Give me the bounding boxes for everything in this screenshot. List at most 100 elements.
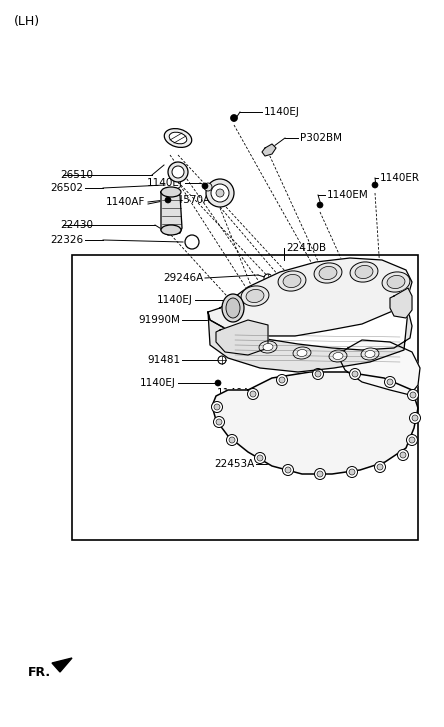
Text: 1140EM: 1140EM bbox=[327, 190, 369, 200]
Text: 39318: 39318 bbox=[235, 413, 268, 423]
Circle shape bbox=[264, 274, 272, 282]
Ellipse shape bbox=[297, 350, 307, 356]
Circle shape bbox=[250, 391, 256, 397]
Circle shape bbox=[216, 419, 222, 425]
Ellipse shape bbox=[222, 294, 244, 322]
Circle shape bbox=[407, 435, 417, 446]
Circle shape bbox=[202, 183, 208, 189]
Circle shape bbox=[387, 379, 393, 385]
Bar bbox=[72, 255, 418, 540]
Circle shape bbox=[408, 390, 419, 401]
Ellipse shape bbox=[361, 348, 379, 360]
Circle shape bbox=[317, 202, 323, 208]
Text: 1140EJ: 1140EJ bbox=[147, 178, 183, 188]
Text: 22430: 22430 bbox=[60, 220, 93, 230]
Ellipse shape bbox=[314, 263, 342, 283]
Text: (LH): (LH) bbox=[14, 15, 40, 28]
Ellipse shape bbox=[263, 343, 273, 350]
Circle shape bbox=[263, 392, 269, 398]
Ellipse shape bbox=[259, 341, 277, 353]
Polygon shape bbox=[390, 288, 412, 318]
Text: P302BM: P302BM bbox=[300, 133, 342, 143]
Ellipse shape bbox=[283, 275, 301, 288]
Text: 22453A: 22453A bbox=[214, 459, 254, 469]
Ellipse shape bbox=[365, 350, 375, 358]
Polygon shape bbox=[208, 258, 412, 336]
Polygon shape bbox=[212, 372, 418, 474]
Ellipse shape bbox=[161, 225, 181, 235]
Polygon shape bbox=[161, 192, 182, 235]
Circle shape bbox=[168, 162, 188, 182]
Text: 26510: 26510 bbox=[60, 170, 93, 180]
Ellipse shape bbox=[164, 129, 192, 148]
Circle shape bbox=[282, 465, 293, 475]
Circle shape bbox=[396, 296, 404, 304]
Circle shape bbox=[185, 235, 199, 249]
Text: 22326: 22326 bbox=[50, 235, 83, 245]
Circle shape bbox=[349, 469, 355, 475]
Ellipse shape bbox=[333, 353, 343, 360]
Text: 1140AF: 1140AF bbox=[106, 197, 145, 207]
Text: 1140ER: 1140ER bbox=[380, 173, 420, 183]
Circle shape bbox=[285, 467, 291, 473]
Circle shape bbox=[409, 412, 420, 424]
Text: 1140EJ: 1140EJ bbox=[157, 295, 193, 305]
Polygon shape bbox=[340, 340, 420, 395]
Ellipse shape bbox=[278, 271, 306, 291]
Polygon shape bbox=[52, 658, 72, 672]
Circle shape bbox=[206, 179, 234, 207]
Ellipse shape bbox=[355, 265, 373, 278]
Circle shape bbox=[172, 166, 184, 178]
Circle shape bbox=[372, 182, 378, 188]
Ellipse shape bbox=[161, 187, 181, 197]
Circle shape bbox=[279, 377, 285, 383]
Circle shape bbox=[229, 437, 235, 443]
Circle shape bbox=[314, 468, 325, 480]
Circle shape bbox=[214, 404, 220, 410]
Circle shape bbox=[216, 189, 224, 197]
Circle shape bbox=[352, 371, 358, 377]
Circle shape bbox=[410, 392, 416, 398]
Text: 24570A: 24570A bbox=[170, 195, 210, 205]
Text: 91990M: 91990M bbox=[138, 315, 180, 325]
Circle shape bbox=[218, 356, 226, 364]
Text: 1140EJ: 1140EJ bbox=[264, 107, 300, 117]
Circle shape bbox=[377, 464, 383, 470]
Circle shape bbox=[226, 435, 238, 446]
Circle shape bbox=[211, 184, 229, 202]
Circle shape bbox=[395, 283, 401, 289]
Ellipse shape bbox=[329, 350, 347, 362]
Polygon shape bbox=[262, 144, 276, 156]
Text: 39318: 39318 bbox=[362, 303, 395, 313]
Ellipse shape bbox=[350, 262, 378, 282]
Circle shape bbox=[409, 437, 415, 443]
Circle shape bbox=[254, 452, 266, 464]
Circle shape bbox=[400, 452, 406, 458]
Ellipse shape bbox=[319, 266, 337, 280]
Text: FR.: FR. bbox=[28, 665, 51, 678]
Text: 1140AA: 1140AA bbox=[357, 286, 398, 296]
Circle shape bbox=[247, 388, 258, 400]
Circle shape bbox=[313, 369, 324, 379]
Ellipse shape bbox=[226, 298, 240, 318]
Ellipse shape bbox=[382, 272, 410, 292]
Polygon shape bbox=[208, 310, 412, 372]
Circle shape bbox=[215, 380, 221, 386]
Circle shape bbox=[218, 316, 226, 324]
Circle shape bbox=[214, 417, 225, 427]
Ellipse shape bbox=[246, 289, 264, 302]
Circle shape bbox=[412, 415, 418, 421]
Circle shape bbox=[317, 471, 323, 477]
Circle shape bbox=[211, 401, 222, 412]
Circle shape bbox=[165, 197, 171, 203]
Text: 26502: 26502 bbox=[50, 183, 83, 193]
Ellipse shape bbox=[387, 276, 405, 289]
Circle shape bbox=[240, 297, 246, 303]
Circle shape bbox=[274, 396, 282, 404]
Circle shape bbox=[277, 412, 283, 418]
Circle shape bbox=[374, 462, 385, 473]
Circle shape bbox=[346, 467, 357, 478]
Circle shape bbox=[349, 369, 361, 379]
Text: 91481: 91481 bbox=[147, 355, 180, 365]
Text: 22441P: 22441P bbox=[360, 365, 399, 375]
